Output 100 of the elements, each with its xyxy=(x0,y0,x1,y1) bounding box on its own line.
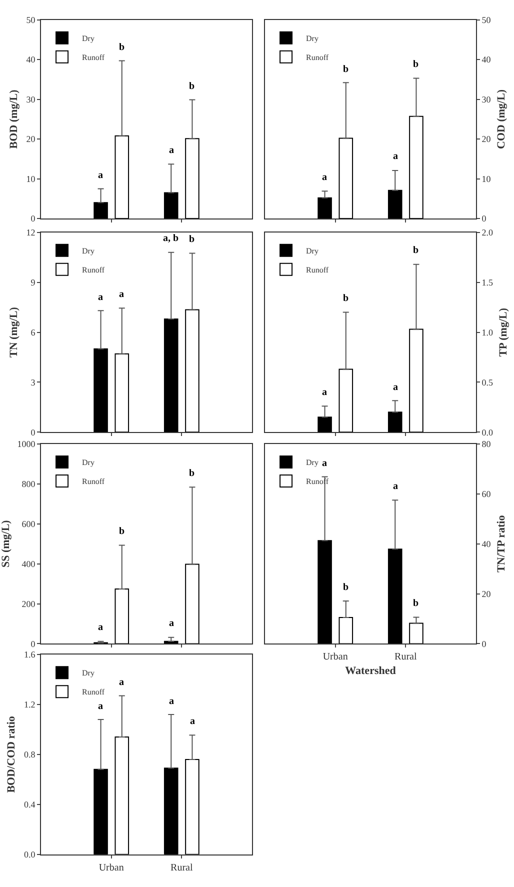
y-axis-title: COD (mg/L) xyxy=(496,89,508,149)
annotation: a xyxy=(98,292,103,303)
y-tick-label: 0.5 xyxy=(482,377,494,388)
y-tick-label: 0.0 xyxy=(24,849,36,860)
y-tick-label: 200 xyxy=(22,598,36,609)
bar xyxy=(114,736,130,854)
y-tick-label: 0 xyxy=(482,214,487,224)
bar xyxy=(388,190,402,219)
y-tick-label: 50 xyxy=(482,14,492,25)
legend-label: Dry xyxy=(82,668,94,678)
annotation: b xyxy=(189,81,195,92)
y-tick-label: 0 xyxy=(482,638,487,649)
legend-label: Dry xyxy=(306,34,318,43)
y-tick-label: 40 xyxy=(26,54,36,65)
annotation: b xyxy=(343,582,349,593)
annotation: a xyxy=(98,701,103,712)
y-tick-label: 0.8 xyxy=(24,750,36,760)
legend-label: Runoff xyxy=(82,688,105,697)
y-tick-label: 30 xyxy=(26,94,36,104)
legend-label: Dry xyxy=(82,458,94,468)
y-tick-label: 1.0 xyxy=(482,327,494,338)
bar xyxy=(185,309,200,432)
annotation: a xyxy=(393,382,398,393)
y-tick-label: 800 xyxy=(22,479,36,490)
y-tick-label: 6 xyxy=(30,327,36,338)
y-tick-label: 0.0 xyxy=(482,427,494,438)
annotation: b xyxy=(189,468,195,479)
bar xyxy=(185,138,200,219)
annotation: a xyxy=(190,716,195,727)
y-tick-label: 20 xyxy=(482,588,492,599)
legend-label: Runoff xyxy=(306,266,329,275)
bar xyxy=(338,138,354,219)
y-tick-label: 1.5 xyxy=(482,277,494,288)
y-tick-label: 30 xyxy=(482,94,492,104)
y-tick-label: 1000 xyxy=(17,439,36,450)
y-tick-label: 10 xyxy=(482,174,492,184)
y-tick-label: 2.0 xyxy=(482,228,494,238)
bar xyxy=(338,368,354,432)
legend-label: Dry xyxy=(82,34,94,43)
annotation: b xyxy=(119,526,125,537)
y-axis-title: BOD (mg/L) xyxy=(8,89,20,149)
y-tick-label: 400 xyxy=(22,558,36,569)
legend-label: Runoff xyxy=(82,266,105,275)
bar xyxy=(94,348,108,432)
annotation: a xyxy=(322,458,327,469)
y-axis-title: BOD/COD ratio xyxy=(6,716,18,793)
y-tick-label: 10 xyxy=(26,174,36,184)
annotation: a xyxy=(322,172,327,183)
y-tick-label: 0 xyxy=(30,214,36,224)
annotation: a xyxy=(322,387,327,398)
bar xyxy=(338,617,354,644)
x-axis-title: Watershed xyxy=(345,664,396,677)
y-axis-title: SS (mg/L) xyxy=(0,520,12,568)
bar xyxy=(185,564,200,644)
y-axis-title: TN (mg/L) xyxy=(8,306,20,358)
bar xyxy=(164,192,178,219)
legend-label: Dry xyxy=(82,246,94,256)
bar xyxy=(388,412,402,432)
legend-label: Dry xyxy=(306,458,318,468)
annotation: a xyxy=(169,618,174,629)
bar xyxy=(388,548,402,644)
annotation: b xyxy=(189,234,195,245)
y-tick-label: 40 xyxy=(482,539,492,550)
legend-label: Runoff xyxy=(82,52,105,62)
bar xyxy=(114,135,130,219)
y-tick-label: 60 xyxy=(482,489,492,500)
y-tick-label: 12 xyxy=(26,228,36,238)
annotation: a xyxy=(169,145,174,156)
y-tick-label: 1.2 xyxy=(24,700,36,710)
y-tick-label: 0 xyxy=(30,638,36,649)
x-tick-label: Rural xyxy=(170,862,193,874)
y-tick-label: 80 xyxy=(482,439,492,450)
x-tick-label: Urban xyxy=(322,652,348,663)
annotation: a xyxy=(393,151,398,162)
annotation: b xyxy=(413,598,419,609)
y-tick-label: 20 xyxy=(26,134,36,144)
y-axis-title: TN/TP ratio xyxy=(496,514,508,572)
y-tick-label: 20 xyxy=(482,134,492,144)
bar xyxy=(409,116,424,219)
bar xyxy=(185,758,200,854)
bar xyxy=(114,588,130,644)
bar xyxy=(409,328,424,432)
y-tick-label: 3 xyxy=(30,377,36,388)
annotation: b xyxy=(343,64,349,75)
bar xyxy=(318,416,332,432)
annotation: a xyxy=(98,170,103,181)
legend-label: Runoff xyxy=(82,477,105,486)
x-tick-label: Urban xyxy=(98,862,124,874)
bar xyxy=(318,540,332,644)
bar xyxy=(409,622,424,644)
bar xyxy=(94,202,108,219)
bar xyxy=(164,768,178,854)
annotation: a xyxy=(119,677,124,688)
annotation: b xyxy=(119,42,125,53)
annotation: a xyxy=(393,481,398,492)
annotation: a xyxy=(98,622,103,633)
annotation: b xyxy=(413,245,419,256)
bar xyxy=(318,197,332,219)
legend-label: Dry xyxy=(306,246,318,256)
legend-label: Runoff xyxy=(306,52,329,62)
